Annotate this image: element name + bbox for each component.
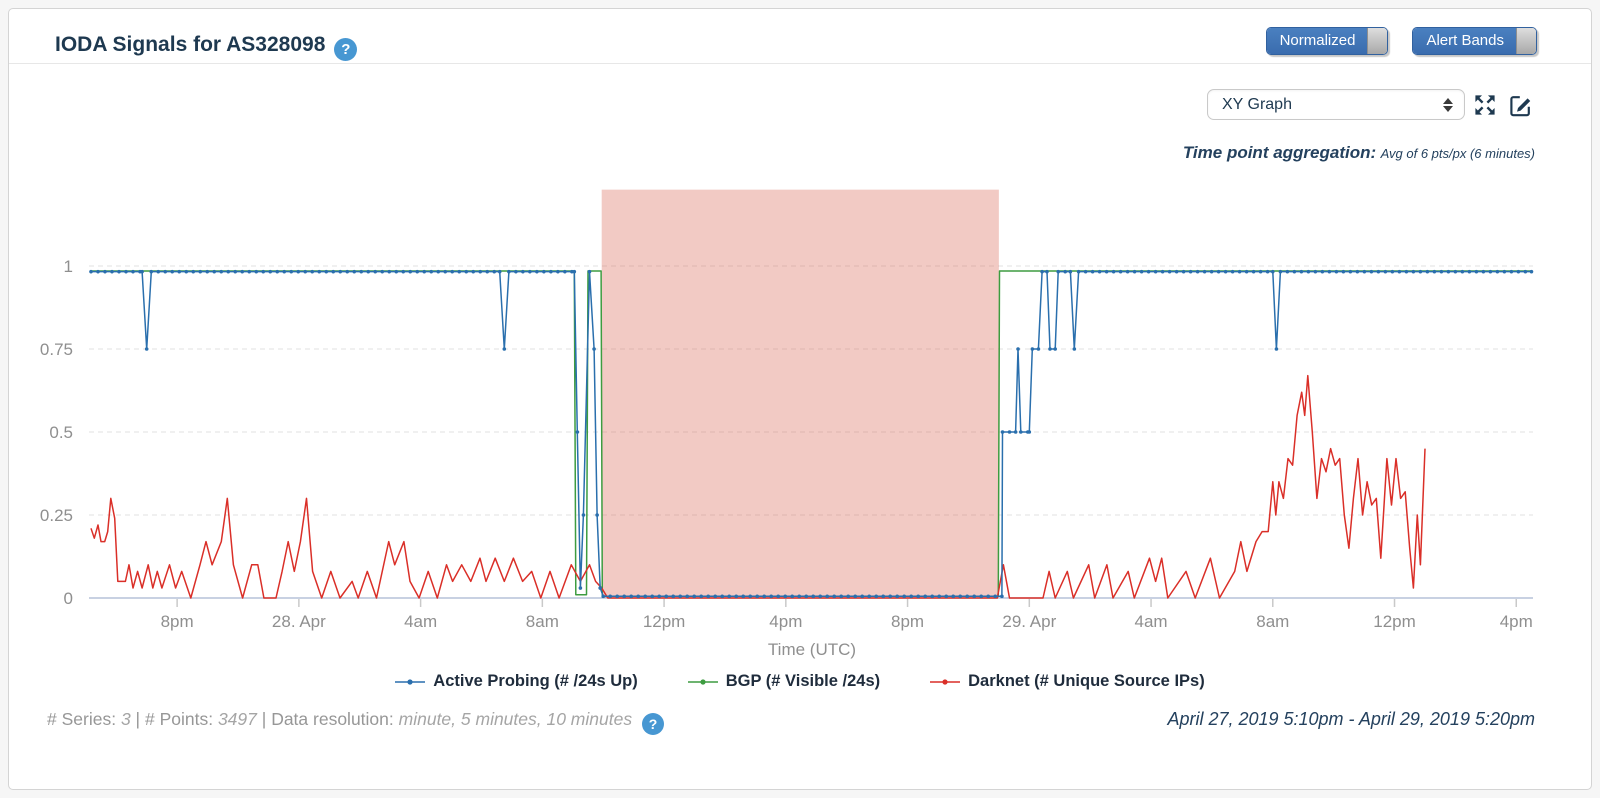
edit-icon[interactable]	[1509, 93, 1533, 117]
title-help-icon[interactable]: ?	[334, 38, 358, 61]
legend-item[interactable]: Darknet (# Unique Source IPs)	[930, 672, 1205, 691]
fullscreen-icon[interactable]	[1473, 93, 1497, 117]
svg-text:1: 1	[64, 257, 73, 276]
aggregation-value: Avg of 6 pts/px (6 minutes)	[1380, 146, 1535, 161]
chart-stats: # Series: 3 | # Points: 3497 | Data reso…	[47, 709, 664, 735]
legend-label: BGP (# Visible /24s)	[725, 672, 881, 690]
stats-help-icon[interactable]: ?	[641, 713, 664, 735]
graph-type-select-value: XY Graph	[1222, 95, 1292, 113]
page-title: IODA Signals for AS328098?	[55, 33, 358, 61]
svg-text:29. Apr: 29. Apr	[1002, 612, 1056, 631]
svg-text:4pm: 4pm	[769, 612, 802, 631]
series-count-label: # Series:	[47, 709, 117, 729]
svg-text:12pm: 12pm	[643, 612, 686, 631]
separator: |	[261, 709, 267, 729]
toggle-normalized-label: Normalized	[1266, 28, 1368, 54]
svg-text:8am: 8am	[526, 612, 559, 631]
toggle-alert-bands[interactable]: Alert Bands	[1412, 27, 1537, 55]
chart-card: IODA Signals for AS328098? Normalized Al…	[8, 8, 1592, 790]
legend-label: Darknet (# Unique Source IPs)	[968, 672, 1205, 690]
svg-text:4pm: 4pm	[1500, 612, 1533, 631]
legend-item[interactable]: BGP (# Visible /24s)	[687, 672, 881, 691]
svg-text:12pm: 12pm	[1373, 612, 1416, 631]
toggle-alert-bands-label: Alert Bands	[1413, 28, 1516, 54]
card-header: IODA Signals for AS328098? Normalized Al…	[9, 9, 1591, 64]
points-count-value: 3497	[217, 709, 257, 729]
graph-type-select[interactable]: XY Graph	[1207, 89, 1465, 120]
svg-text:0.5: 0.5	[49, 423, 73, 442]
svg-text:Time (UTC): Time (UTC)	[768, 640, 856, 659]
legend-marker-icon	[687, 678, 718, 685]
svg-text:8pm: 8pm	[891, 612, 924, 631]
toggle-normalized[interactable]: Normalized	[1265, 27, 1389, 55]
legend-item[interactable]: Active Probing (# /24s Up)	[395, 672, 638, 691]
points-count-label: # Points:	[144, 709, 214, 729]
svg-text:28. Apr: 28. Apr	[272, 612, 326, 631]
svg-text:8am: 8am	[1256, 612, 1289, 631]
resolution-value: minute, 5 minutes, 10 minutes	[398, 709, 633, 729]
svg-text:4am: 4am	[404, 612, 437, 631]
svg-text:0: 0	[64, 589, 73, 608]
toggle-group: Normalized Alert Bands	[1265, 27, 1537, 55]
separator: |	[135, 709, 141, 729]
legend-marker-icon	[930, 678, 961, 685]
chevron-up-down-icon	[1443, 97, 1453, 112]
date-range: April 27, 2019 5:10pm - April 29, 2019 5…	[1167, 709, 1535, 729]
chart-legend: Active Probing (# /24s Up) BGP (# Visible…	[9, 672, 1591, 691]
svg-text:0.25: 0.25	[40, 506, 73, 525]
svg-text:8pm: 8pm	[161, 612, 194, 631]
toggle-knob-icon	[1367, 28, 1388, 54]
svg-text:4am: 4am	[1135, 612, 1168, 631]
timeseries-chart[interactable]: 0 0.25 0.5 0.75 1 8pm 28. Apr 4am 8am 12pm 4pm 8pm 2…	[9, 171, 1593, 679]
aggregation-label: Time point aggregation:	[1182, 143, 1377, 162]
aggregation-info: Time point aggregation: Avg of 6 pts/px …	[1183, 143, 1535, 163]
legend-marker-icon	[395, 678, 426, 685]
legend-label: Active Probing (# /24s Up)	[433, 672, 638, 690]
svg-text:0.75: 0.75	[40, 340, 73, 359]
resolution-label: Data resolution:	[271, 709, 394, 729]
series-count-value: 3	[120, 709, 131, 729]
page-title-text: IODA Signals for AS328098	[55, 33, 326, 56]
toggle-knob-icon	[1516, 28, 1536, 54]
